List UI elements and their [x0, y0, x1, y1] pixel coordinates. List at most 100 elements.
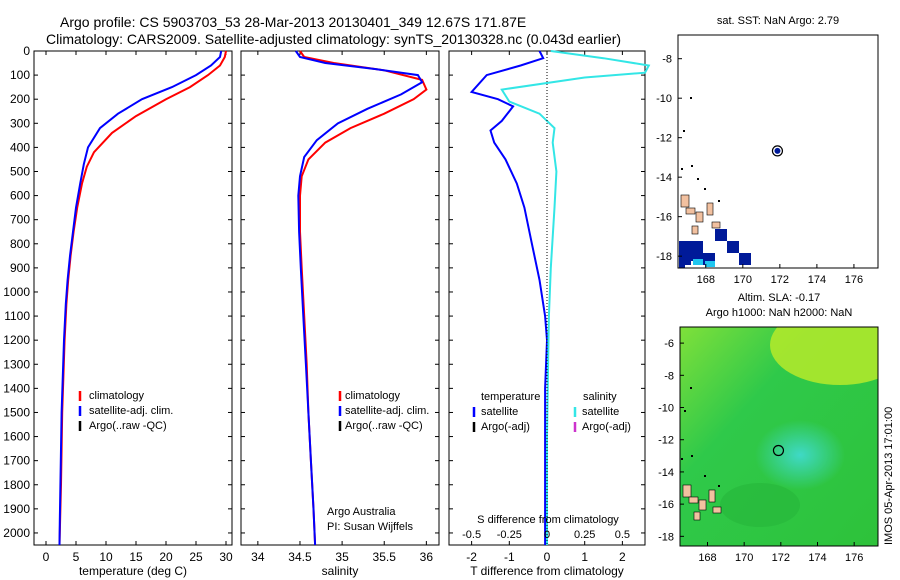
- lon-tick-label: 176: [845, 274, 863, 286]
- sst-cell: [715, 229, 727, 241]
- y-tick-label: 1300: [3, 357, 30, 371]
- y-tick-label: 900: [10, 261, 30, 275]
- pi-annotation: PI: Susan Wijffels: [327, 521, 413, 533]
- lat-tick-label: -16: [658, 499, 674, 511]
- land-island: [691, 225, 699, 235]
- lon-tick-label: 172: [772, 552, 790, 564]
- lon-tick-label: 174: [808, 274, 826, 286]
- x-tick-label: 30: [219, 550, 233, 564]
- map-frame: [679, 326, 879, 547]
- lat-tick-label: -10: [658, 403, 674, 415]
- x-tick-label: 36: [420, 550, 434, 564]
- land-island: [706, 202, 714, 216]
- legend-label: Argo(..raw -QC): [345, 420, 423, 432]
- salinity-diff-tick-label: 0.5: [615, 529, 630, 541]
- argo-position-marker: [772, 444, 785, 457]
- lat-tick-label: -12: [658, 435, 674, 447]
- land-island: [688, 496, 699, 504]
- chart-title-line-2: Climatology: CARS2009. Satellite-adjuste…: [46, 31, 622, 47]
- sla-low-area: [720, 483, 800, 527]
- land-dot: [691, 455, 693, 457]
- lat-tick-label: -6: [664, 338, 674, 350]
- x-axis-label: T difference from climatology: [470, 564, 624, 578]
- land-dot: [684, 410, 686, 412]
- y-tick-label: 2000: [3, 526, 30, 540]
- legend-title-salinity: salinity: [583, 391, 617, 403]
- y-tick-label: 700: [10, 213, 30, 227]
- series-line-satellite: [469, 50, 549, 545]
- y-tick-label: 1800: [3, 478, 30, 492]
- sst-cell: [727, 241, 739, 253]
- sla-high-area: [770, 327, 878, 385]
- sst-cell: [679, 265, 685, 268]
- y-tick-label: 600: [10, 189, 30, 203]
- y-tick-label: 400: [10, 140, 30, 154]
- series-line-satellite-adj-clim-: [58, 50, 223, 546]
- lon-tick-label: 172: [771, 274, 789, 286]
- x-tick-label: 34: [251, 550, 265, 564]
- land-dot: [718, 485, 720, 487]
- salinity-diff-tick-label: -0.25: [497, 529, 522, 541]
- sla-low-area: [755, 420, 845, 490]
- sst-map-title: sat. SST: NaN Argo: 2.79: [717, 15, 839, 27]
- series-line-satellite-adj-clim-: [294, 50, 424, 546]
- sst-cell: [679, 253, 691, 265]
- y-tick-label: 300: [10, 116, 30, 130]
- salinity-diff-axis-label: S difference from climatology: [477, 514, 619, 526]
- y-tick-label: 1900: [3, 502, 30, 516]
- land-dot: [681, 458, 683, 460]
- x-axis-label: temperature (deg C): [79, 564, 187, 578]
- y-tick-label: 500: [10, 164, 30, 178]
- land-dot: [683, 130, 685, 132]
- legend-label: Argo(-adj): [481, 421, 530, 433]
- y-tick-label: 1200: [3, 333, 30, 347]
- land-dot: [681, 168, 683, 170]
- lat-tick-label: -14: [658, 467, 674, 479]
- sst-cell: [691, 253, 703, 261]
- lat-tick-label: -14: [656, 172, 672, 184]
- y-tick-label: 0: [23, 44, 30, 58]
- temperature-panel: 0100200300400500600700800900100011001200…: [3, 44, 233, 578]
- x-tick-label: 5: [73, 550, 80, 564]
- salinity-diff-tick-label: 0: [544, 529, 550, 541]
- y-tick-label: 800: [10, 237, 30, 251]
- temperature-plot-frame: [33, 50, 233, 546]
- lat-tick-label: -8: [662, 54, 672, 66]
- salinity-diff-tick-label: -0.5: [462, 529, 481, 541]
- lat-tick-label: -8: [664, 370, 674, 382]
- land-dot: [697, 178, 699, 180]
- lat-tick-label: -18: [658, 531, 674, 543]
- x-tick-label: 35: [335, 550, 349, 564]
- footer-timestamp: IMOS 05-Apr-2013 17:01:00: [883, 406, 895, 545]
- sst-cell: [679, 241, 703, 253]
- lon-tick-label: 174: [808, 552, 826, 564]
- salinity-panel: 34 34.5 35 35.5 36 salinity climatology satelli…: [240, 50, 440, 578]
- sst_map-panel: sat. SST: NaN Argo: 2.79 168 170 172 174 176 -…: [656, 15, 879, 286]
- legend-label: satellite-adj. clim.: [89, 405, 173, 417]
- y-tick-label: 1600: [3, 430, 30, 444]
- x-tick-label: 20: [159, 550, 173, 564]
- land-dot: [704, 188, 706, 190]
- lat-tick-label: -18: [656, 251, 672, 263]
- x-tick-label: 35.5: [373, 550, 397, 564]
- legend-label: climatology: [345, 390, 401, 402]
- y-tick-label: 200: [10, 92, 30, 106]
- x-tick-label: 10: [99, 550, 113, 564]
- lat-tick-label: -10: [656, 93, 672, 105]
- sla_map-panel: Altim. SLA: -0.17 Argo h1000: NaN h2000: …: [658, 292, 879, 564]
- legend-label: climatology: [89, 390, 145, 402]
- lon-tick-label: 170: [735, 552, 753, 564]
- land-island: [712, 506, 722, 514]
- land-dot: [704, 475, 706, 477]
- y-tick-label: 1700: [3, 454, 30, 468]
- institution-annotation: Argo Australia: [327, 506, 396, 518]
- x-tick-label: 0: [43, 550, 50, 564]
- y-tick-label: 1400: [3, 381, 30, 395]
- x-tick-label: 2: [619, 550, 626, 564]
- lat-tick-label: -12: [656, 133, 672, 145]
- land-dot: [690, 97, 692, 99]
- legend-label: satellite: [481, 406, 518, 418]
- land-dot: [718, 200, 720, 202]
- land-island: [708, 489, 716, 503]
